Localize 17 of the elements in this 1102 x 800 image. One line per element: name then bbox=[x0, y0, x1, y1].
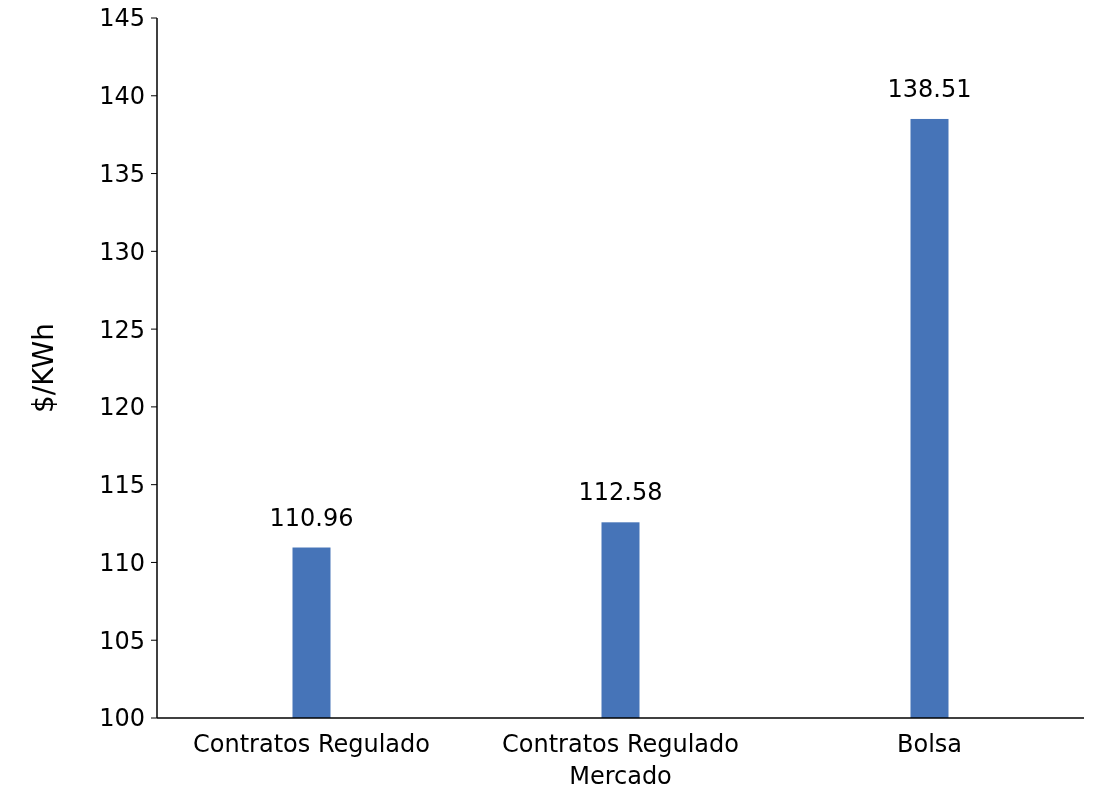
y-tick-label: 100 bbox=[99, 704, 145, 733]
y-axis-title: $/KWh bbox=[27, 322, 60, 414]
y-tick-label: 110 bbox=[99, 548, 145, 577]
y-tick-label: 120 bbox=[99, 393, 145, 422]
y-tick-label: 135 bbox=[99, 159, 145, 188]
y-tick-label: 105 bbox=[99, 626, 145, 655]
y-tick-label: 130 bbox=[99, 237, 145, 266]
y-tick-label: 125 bbox=[99, 315, 145, 344]
y-tick-label: 140 bbox=[99, 82, 145, 111]
y-tick-label: 115 bbox=[99, 471, 145, 500]
data-label: 110.96 bbox=[269, 503, 354, 532]
data-label: 138.51 bbox=[887, 74, 972, 103]
x-tick-label: Contratos Regulado Mercado bbox=[502, 730, 739, 790]
y-tick-label: 145 bbox=[99, 4, 145, 33]
data-label: 112.58 bbox=[578, 478, 663, 507]
x-tick-label: Contratos Regulado bbox=[193, 730, 430, 758]
x-tick-label: Bolsa bbox=[896, 730, 963, 758]
